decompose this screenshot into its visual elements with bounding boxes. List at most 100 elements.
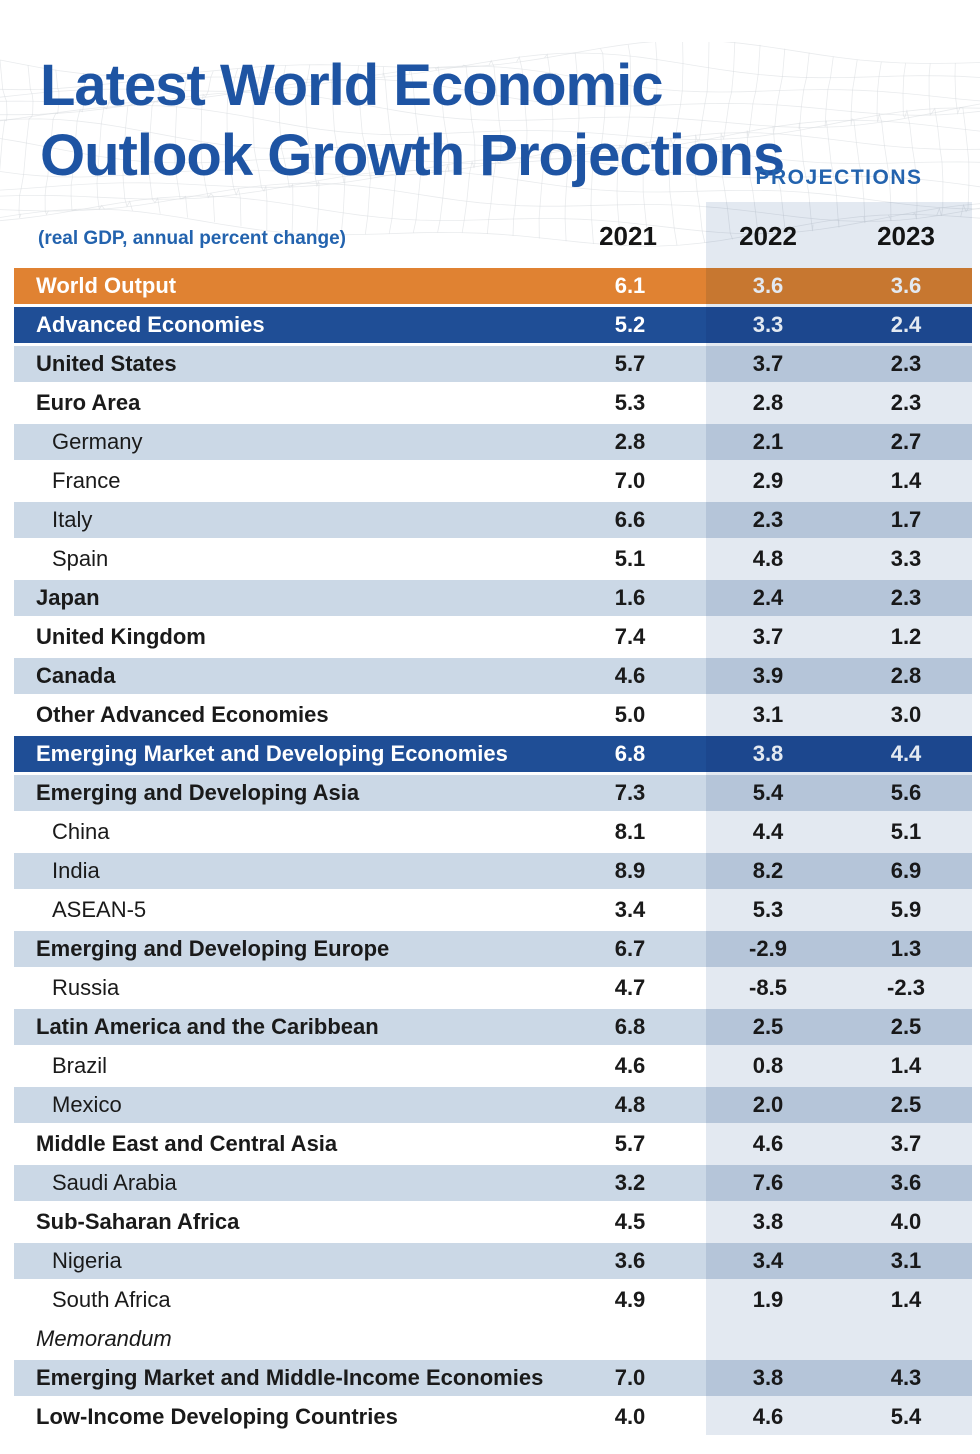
value-2022: 8.2 bbox=[752, 858, 784, 883]
value-2022: 3.9 bbox=[752, 663, 784, 688]
value-2021: 3.4 bbox=[614, 897, 646, 922]
value-2022: 3.8 bbox=[752, 1365, 784, 1390]
value-2023: 2.5 bbox=[890, 1092, 922, 1117]
value-2022: 2.0 bbox=[752, 1092, 784, 1117]
value-2022: 2.8 bbox=[752, 390, 784, 415]
value-2023: 1.2 bbox=[890, 624, 922, 649]
value-2022: 5.4 bbox=[752, 780, 784, 805]
value-2023: 1.3 bbox=[890, 936, 922, 961]
value-2021: 4.8 bbox=[614, 1092, 646, 1117]
row-label: World Output bbox=[36, 273, 177, 298]
value-2022: 2.9 bbox=[752, 468, 784, 493]
table-row: ASEAN-5 3.4 5.3 5.9 bbox=[14, 892, 972, 928]
row-label: China bbox=[52, 819, 110, 844]
value-2023: 4.3 bbox=[890, 1365, 922, 1390]
table-row: World Output 6.1 3.6 3.6 bbox=[14, 268, 972, 304]
value-2023: 3.6 bbox=[890, 273, 922, 298]
table-row: Germany 2.8 2.1 2.7 bbox=[14, 424, 972, 460]
value-2022: 0.8 bbox=[752, 1053, 784, 1078]
table-row: South Africa 4.9 1.9 1.4 bbox=[14, 1282, 972, 1318]
table-row: France 7.0 2.9 1.4 bbox=[14, 463, 972, 499]
value-2021: 6.6 bbox=[614, 507, 646, 532]
value-2021: 3.6 bbox=[614, 1248, 646, 1273]
value-2021: 2.8 bbox=[614, 429, 646, 454]
table-row: Memorandum bbox=[14, 1321, 972, 1357]
row-label: Canada bbox=[36, 663, 116, 688]
value-2023: 2.3 bbox=[890, 351, 922, 376]
value-2021: 5.2 bbox=[614, 312, 646, 337]
value-2021: 5.3 bbox=[614, 390, 646, 415]
value-2021: 6.8 bbox=[614, 1014, 646, 1039]
value-2021: 1.6 bbox=[614, 585, 646, 610]
value-2021: 5.0 bbox=[614, 702, 646, 727]
value-2021: 5.7 bbox=[614, 1131, 646, 1156]
table-row: Nigeria 3.6 3.4 3.1 bbox=[14, 1243, 972, 1279]
value-2022: 7.6 bbox=[752, 1170, 784, 1195]
value-2023: 1.4 bbox=[890, 468, 922, 493]
value-2021: 8.1 bbox=[614, 819, 646, 844]
row-label: ASEAN-5 bbox=[52, 897, 147, 922]
row-label: Emerging Market and Developing Economies bbox=[36, 741, 508, 766]
projections-label: PROJECTIONS bbox=[755, 166, 923, 189]
value-2023: 3.0 bbox=[890, 702, 922, 727]
row-label: Euro Area bbox=[36, 390, 141, 415]
value-2021: 7.4 bbox=[614, 624, 646, 649]
value-2023: 2.5 bbox=[890, 1014, 922, 1039]
value-2023: 5.6 bbox=[890, 780, 922, 805]
value-2022: -2.9 bbox=[749, 936, 787, 961]
value-2021: 7.0 bbox=[614, 468, 646, 493]
value-2022: 2.5 bbox=[752, 1014, 784, 1039]
table-row: Emerging and Developing Europe 6.7 -2.9 1.3 bbox=[14, 931, 972, 967]
value-2023: 3.6 bbox=[890, 1170, 922, 1195]
value-2023: 4.0 bbox=[890, 1209, 922, 1234]
value-2023: 1.4 bbox=[890, 1287, 922, 1312]
value-2021: 4.5 bbox=[614, 1209, 646, 1234]
row-label: Japan bbox=[36, 585, 100, 610]
value-2023: 4.4 bbox=[890, 741, 922, 766]
row-label: Emerging and Developing Asia bbox=[36, 780, 360, 805]
value-2022: 3.8 bbox=[752, 741, 784, 766]
value-2021: 5.7 bbox=[614, 351, 646, 376]
value-2022: 3.7 bbox=[752, 624, 784, 649]
row-label: Advanced Economies bbox=[36, 312, 265, 337]
value-2022: 3.4 bbox=[752, 1248, 784, 1273]
row-label: Mexico bbox=[52, 1092, 122, 1117]
table-row: Japan 1.6 2.4 2.3 bbox=[14, 580, 972, 616]
value-2023: 3.7 bbox=[890, 1131, 922, 1156]
table-row: Mexico 4.8 2.0 2.5 bbox=[14, 1087, 972, 1123]
table-row: United Kingdom 7.4 3.7 1.2 bbox=[14, 619, 972, 655]
value-2023: 3.1 bbox=[890, 1248, 922, 1273]
value-2022: 4.4 bbox=[752, 819, 784, 844]
value-2022: 4.8 bbox=[752, 546, 784, 571]
value-2021: 4.9 bbox=[614, 1287, 646, 1312]
value-2023: 2.7 bbox=[890, 429, 922, 454]
page-title: Latest World Economic Outlook Growth Proj… bbox=[40, 51, 785, 191]
table-row: Emerging Market and Middle-Income Econom… bbox=[14, 1360, 972, 1396]
value-2021: 7.3 bbox=[614, 780, 646, 805]
value-2021: 7.0 bbox=[614, 1365, 646, 1390]
value-2023: 1.7 bbox=[890, 507, 922, 532]
row-label: India bbox=[52, 858, 100, 883]
row-label: France bbox=[52, 468, 121, 493]
value-2023: 3.3 bbox=[890, 546, 922, 571]
table-row: China 8.1 4.4 5.1 bbox=[14, 814, 972, 850]
value-2022: 3.8 bbox=[752, 1209, 784, 1234]
value-2023: 5.9 bbox=[890, 897, 922, 922]
table-row: Latin America and the Caribbean 6.8 2.5 2.5 bbox=[14, 1009, 972, 1045]
value-2021: 6.7 bbox=[614, 936, 646, 961]
value-2023: 6.9 bbox=[890, 858, 922, 883]
value-2022: 3.3 bbox=[752, 312, 784, 337]
value-2022: 2.3 bbox=[752, 507, 784, 532]
value-2021: 4.6 bbox=[614, 663, 646, 688]
row-label: Middle East and Central Asia bbox=[36, 1131, 338, 1156]
row-label: Emerging and Developing Europe bbox=[36, 936, 390, 961]
value-2021: 5.1 bbox=[614, 546, 646, 571]
column-header-2023: 2023 bbox=[877, 221, 935, 251]
value-2022: -8.5 bbox=[749, 975, 787, 1000]
table-row: Low-Income Developing Countries 4.0 4.6 5.4 bbox=[14, 1399, 972, 1435]
value-2022: 3.6 bbox=[752, 273, 784, 298]
page-title-line1: Latest World Economic bbox=[40, 52, 663, 118]
table-row: Other Advanced Economies 5.0 3.1 3.0 bbox=[14, 697, 972, 733]
row-label: Sub-Saharan Africa bbox=[36, 1209, 240, 1234]
value-2021: 4.7 bbox=[614, 975, 646, 1000]
